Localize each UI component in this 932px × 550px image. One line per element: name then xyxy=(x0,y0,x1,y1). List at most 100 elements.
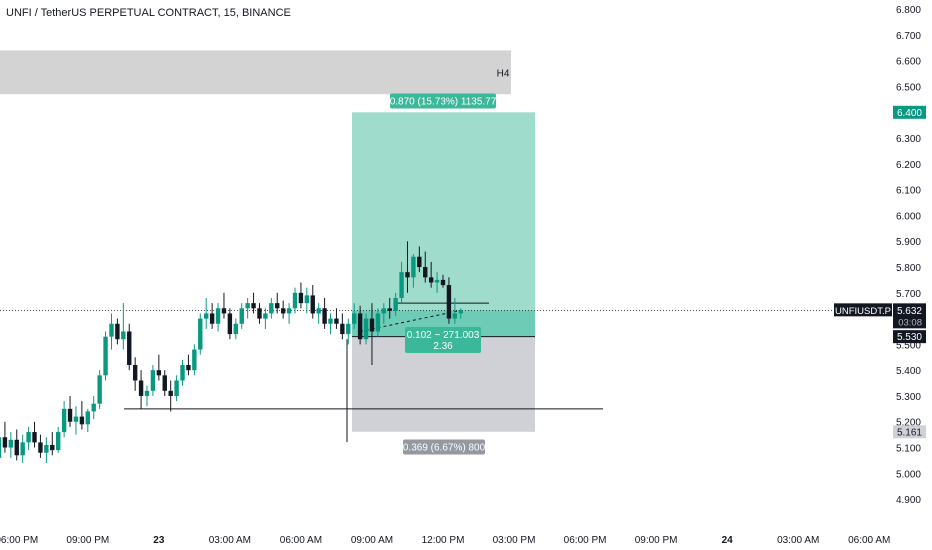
entry-price-tag: 5.530 xyxy=(893,330,926,344)
candle-body xyxy=(204,313,209,319)
chart-title: UNFI / TetherUS PERPETUAL CONTRACT, 15, … xyxy=(6,7,291,19)
candle-body xyxy=(0,437,2,458)
candle-body xyxy=(38,442,43,453)
candle xyxy=(0,437,2,458)
candle-body xyxy=(91,403,96,412)
candle xyxy=(144,385,150,407)
stop-label: 0.369 (6.67%) 800 xyxy=(403,439,486,455)
candle-body xyxy=(162,375,167,391)
candle-body xyxy=(405,272,410,278)
candle xyxy=(127,323,132,371)
candle-body xyxy=(233,323,238,335)
candle-body xyxy=(209,313,215,324)
y-tick-label: 6.300 xyxy=(896,134,921,145)
candle-body xyxy=(121,331,126,340)
candle-body xyxy=(215,308,221,324)
candle xyxy=(91,395,96,420)
candle xyxy=(204,297,209,329)
candle xyxy=(440,274,446,288)
candle xyxy=(14,429,19,461)
last-price-text: 5.632 xyxy=(897,306,922,317)
candle xyxy=(8,432,14,458)
candle-body xyxy=(97,375,102,404)
candle-body xyxy=(174,380,179,396)
y-tick-label: 6.500 xyxy=(896,83,921,94)
entry-price-tag-box xyxy=(893,330,926,344)
candle xyxy=(423,251,428,283)
y-tick-label: 5.800 xyxy=(896,263,921,274)
candle-body xyxy=(280,308,286,314)
candle-body xyxy=(369,318,375,332)
y-tick-label: 5.300 xyxy=(896,392,921,403)
candle xyxy=(251,292,256,314)
candle-body xyxy=(73,416,79,422)
y-tick-label: 4.900 xyxy=(896,495,921,506)
candle xyxy=(97,370,102,409)
candle-body xyxy=(446,285,452,319)
candle xyxy=(38,434,43,458)
candle xyxy=(304,287,310,314)
pnl-label-text: 2.36 xyxy=(433,341,453,352)
candle xyxy=(67,395,73,427)
candle-body xyxy=(144,390,150,396)
candle-body xyxy=(245,303,250,309)
candle-body xyxy=(221,308,227,314)
candle xyxy=(233,318,238,340)
candle-body xyxy=(352,313,357,324)
candle xyxy=(180,359,185,386)
candle xyxy=(446,277,452,324)
target-label: 0.870 (15.73%) 1135.77 xyxy=(390,93,497,109)
x-tick-label: 24 xyxy=(722,535,734,546)
candle-body xyxy=(50,444,55,451)
candle xyxy=(156,354,162,381)
candle-body xyxy=(20,442,25,456)
candle xyxy=(115,318,120,345)
candle xyxy=(221,292,227,319)
x-tick-label: 03:00 PM xyxy=(493,535,536,546)
candle-body xyxy=(310,295,315,314)
stop-price-tag-text: 5.161 xyxy=(897,427,922,438)
y-tick-label: 5.700 xyxy=(896,289,921,300)
candle xyxy=(32,421,37,448)
candle-body xyxy=(275,303,280,309)
candle xyxy=(109,313,114,350)
candle xyxy=(20,434,25,464)
candle xyxy=(328,313,333,335)
y-tick-label: 6.700 xyxy=(896,31,921,42)
stop-price-tag: 5.161 xyxy=(893,425,926,439)
candle-body xyxy=(263,313,268,319)
candle xyxy=(263,308,268,329)
h4-zone xyxy=(0,50,511,95)
x-tick-label: 06:00 PM xyxy=(564,535,607,546)
candle-body xyxy=(186,365,191,371)
candle xyxy=(85,408,90,433)
x-tick-label: 03:00 AM xyxy=(777,535,819,546)
candle-body xyxy=(56,432,61,451)
h4-zone-label: H4 xyxy=(497,68,510,79)
candle xyxy=(357,305,363,345)
x-axis[interactable]: 06:00 PM 09:00 PM 23 03:00 AM 06:00 AM 09:00 … xyxy=(0,535,890,546)
candle xyxy=(198,313,203,355)
candle-body xyxy=(298,292,304,304)
candle-body xyxy=(2,437,8,448)
trade-path-line xyxy=(359,309,461,332)
candle xyxy=(322,297,327,329)
countdown-text: 03:08 xyxy=(898,317,922,328)
candle xyxy=(2,421,8,453)
candle xyxy=(73,406,79,435)
candle xyxy=(346,318,351,345)
x-tick-label: 06:00 AM xyxy=(848,535,890,546)
candle-body xyxy=(150,370,156,391)
target-label-box xyxy=(390,93,496,109)
candle xyxy=(79,401,85,430)
candle xyxy=(103,331,108,381)
candle xyxy=(399,261,404,304)
candle xyxy=(215,303,221,332)
candle xyxy=(269,297,274,319)
y-tick-label: 6.200 xyxy=(896,160,921,171)
candle-body xyxy=(32,432,37,443)
target-label-text: 0.870 (15.73%) 1135.77 xyxy=(390,97,497,108)
candle-body xyxy=(387,308,392,311)
